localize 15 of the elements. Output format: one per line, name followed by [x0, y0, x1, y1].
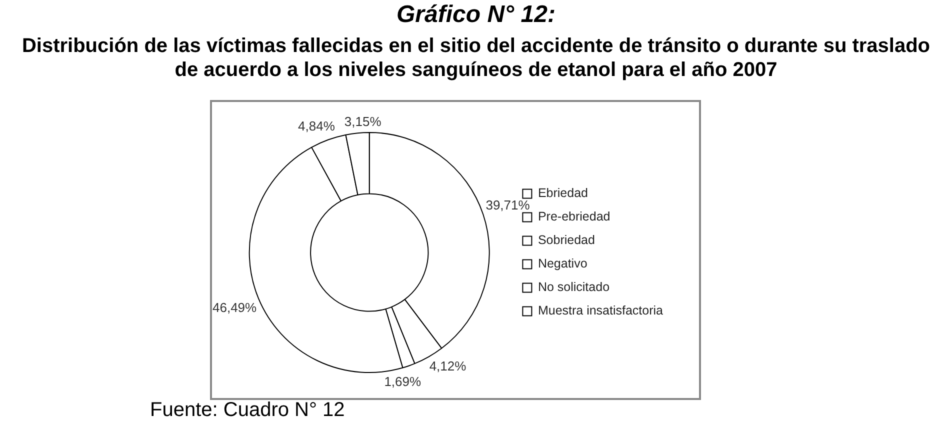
legend-label: Negativo	[538, 256, 588, 271]
legend-label: Ebriedad	[538, 186, 588, 200]
data-label: 3,15%	[344, 114, 382, 129]
chart-title: Gráfico N° 12:	[396, 1, 556, 28]
legend-label: Pre-ebriedad	[538, 210, 610, 224]
legend-label: Muestra insatisfactoria	[538, 304, 664, 318]
data-label: 1,69%	[384, 374, 422, 389]
source-note: Fuente: Cuadro N° 12	[150, 398, 345, 422]
data-label: 4,84%	[298, 118, 336, 134]
data-label: 39,71%	[486, 198, 530, 213]
legend-label: Sobriedad	[538, 233, 595, 248]
data-label: 46,49%	[212, 300, 258, 315]
chart-subtitle: Distribución de las víctimas fallecidas en el sitio del accidente de tránsito o durante su traslado de acuerdo a los niveles sanguíneos de etanol para el año 2007	[20, 34, 932, 82]
legend-label: No solicitado	[538, 280, 610, 294]
data-label: 4,12%	[429, 358, 467, 374]
